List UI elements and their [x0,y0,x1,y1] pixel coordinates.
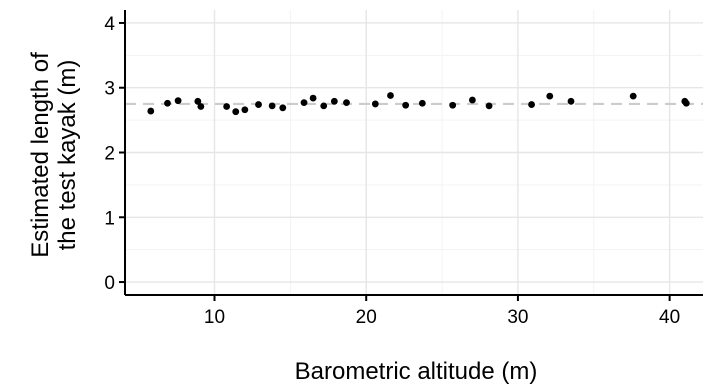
data-point [164,99,171,107]
data-point [232,108,240,116]
data-point [223,103,231,110]
y-tick-label: 2 [104,144,115,165]
data-point [682,99,690,107]
data-point [309,94,317,102]
data-point [528,101,535,108]
grid-layer [125,10,703,295]
y-tick-label: 1 [104,208,115,229]
data-point [241,106,249,114]
data-point [330,97,338,105]
data-point [546,92,554,100]
data-point [469,96,476,104]
data-point [343,99,350,107]
data-points-layer [147,92,690,116]
data-point [418,99,426,107]
data-point [449,101,457,109]
data-point [268,102,276,110]
data-point [255,101,262,108]
data-point [147,107,155,115]
x-tick-label: 20 [356,307,377,328]
y-axis-title-line-2: the test kayak (m) [54,60,81,251]
y-tick-label: 3 [104,79,115,100]
y-tick-label: 0 [104,273,115,294]
data-point [485,102,493,110]
label-layer: Barometric altitude (m) Estimated length… [27,52,537,385]
y-axis-title-line-1: Estimated length of [27,52,54,258]
x-axis-title: Barometric altitude (m) [295,358,538,385]
axis-layer: 10 20 30 40 0 1 2 3 4 [104,10,703,328]
x-tick-label: 30 [507,307,528,328]
x-tick-label: 40 [659,307,680,328]
data-point [197,103,205,110]
data-point [320,102,328,110]
data-point [387,92,394,99]
data-point [279,104,287,112]
y-tick-label: 4 [104,14,115,35]
x-tick-label: 10 [204,307,225,328]
data-point [194,97,202,105]
data-point [567,97,575,105]
data-point [371,100,379,108]
data-point [300,99,308,107]
data-point [629,92,637,100]
data-point [402,101,410,109]
data-point [174,97,182,105]
